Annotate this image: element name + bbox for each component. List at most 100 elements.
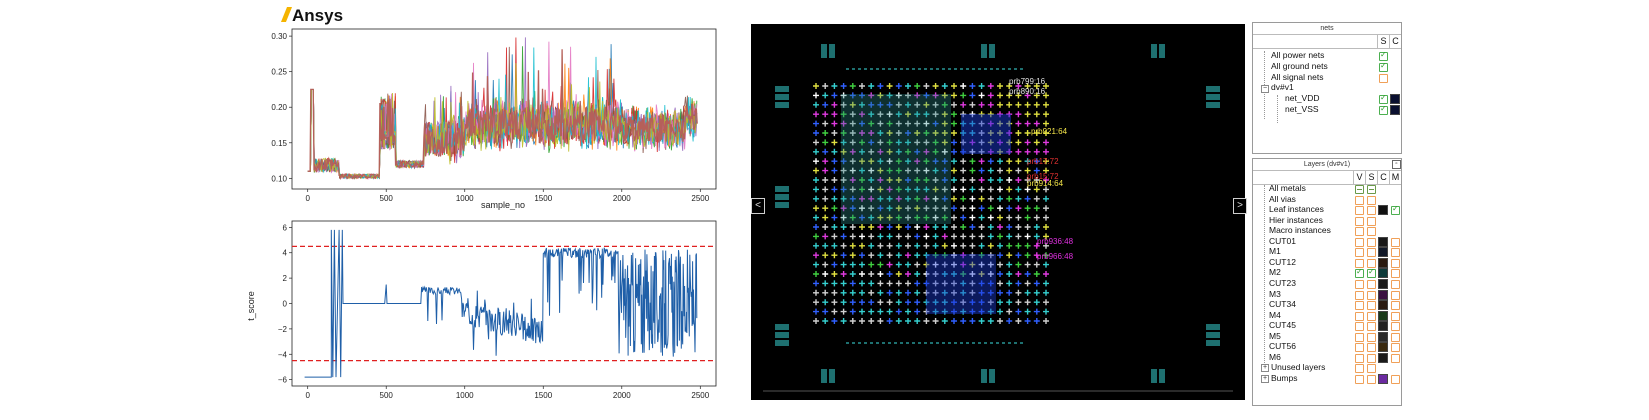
layer-cut34-visible-checkbox[interactable]: [1355, 301, 1364, 311]
layer-m6-color-swatch[interactable]: [1378, 352, 1388, 363]
layer-item-m3[interactable]: M3: [1269, 288, 1281, 299]
layer-item-cut56[interactable]: CUT56: [1269, 341, 1296, 352]
layer-item-m6[interactable]: M6: [1269, 351, 1281, 362]
layer-item-m2[interactable]: M2: [1269, 267, 1281, 278]
layer-item-m1[interactable]: M1: [1269, 246, 1281, 257]
layer-m4-select-checkbox[interactable]: [1367, 311, 1376, 321]
layer-bumps-visible-checkbox[interactable]: [1355, 374, 1364, 384]
layer-leaf-instances-color-swatch[interactable]: [1378, 205, 1388, 216]
layer-m3-visible-checkbox[interactable]: [1355, 290, 1364, 300]
layer-bumps-select-checkbox[interactable]: [1367, 374, 1376, 384]
net-item-dvv1[interactable]: dv#v1: [1271, 82, 1294, 92]
layer-macro-instances-visible-checkbox[interactable]: [1355, 227, 1364, 237]
layer-m2-visible-checkbox[interactable]: [1355, 267, 1364, 279]
layer-cut45-visible-checkbox[interactable]: [1355, 322, 1364, 332]
layer-cut45-color-swatch[interactable]: [1378, 321, 1388, 332]
layer-item-cut23[interactable]: CUT23: [1269, 277, 1296, 288]
layer-item-cut12[interactable]: CUT12: [1269, 256, 1296, 267]
layer-m1-visible-checkbox[interactable]: [1355, 248, 1364, 258]
layer-cut23-mark-checkbox[interactable]: [1391, 279, 1400, 289]
layer-cut01-select-checkbox[interactable]: [1367, 237, 1376, 247]
layer-cut45-select-checkbox[interactable]: [1367, 322, 1376, 332]
layer-cut34-mark-checkbox[interactable]: [1391, 301, 1400, 311]
layer-leaf-instances-visible-checkbox[interactable]: [1355, 206, 1364, 216]
layer-item-all-vias[interactable]: All vias: [1269, 193, 1296, 204]
layer-m6-visible-checkbox[interactable]: [1355, 353, 1364, 363]
nav-left-button[interactable]: <: [751, 198, 765, 214]
net-item-all-power[interactable]: All power nets: [1271, 50, 1325, 60]
layer-item-macro-instances[interactable]: Macro instances: [1269, 225, 1331, 236]
layer-m4-mark-checkbox[interactable]: [1391, 311, 1400, 321]
layer-hier-instances-select-checkbox[interactable]: [1367, 216, 1376, 226]
net-vdd-color-swatch[interactable]: [1390, 94, 1400, 104]
layer-item-hier-instances[interactable]: Hier instances: [1269, 214, 1323, 225]
layer-m6-mark-checkbox[interactable]: [1391, 353, 1400, 363]
net-vdd-show-checkbox[interactable]: [1379, 93, 1388, 104]
layer-all-vias-visible-checkbox[interactable]: [1355, 195, 1364, 205]
layer-item-bumps[interactable]: Bumps: [1271, 372, 1298, 383]
layer-item-all-metals[interactable]: All metals: [1269, 183, 1306, 193]
layer-bumps-mark-checkbox[interactable]: [1391, 374, 1400, 384]
layer-item-m4[interactable]: M4: [1269, 309, 1281, 320]
layer-item-cut34[interactable]: CUT34: [1269, 299, 1296, 310]
net-vss-color-swatch[interactable]: [1390, 105, 1400, 115]
layer-cut01-color-swatch[interactable]: [1378, 236, 1388, 247]
net-item-all-signal[interactable]: All signal nets: [1271, 72, 1324, 82]
layer-m5-select-checkbox[interactable]: [1367, 332, 1376, 342]
net-vss-show-checkbox[interactable]: [1379, 104, 1388, 115]
layer-cut45-mark-checkbox[interactable]: [1391, 322, 1400, 332]
layer-m1-select-checkbox[interactable]: [1367, 248, 1376, 258]
layer-cut12-mark-checkbox[interactable]: [1391, 258, 1400, 268]
layer-unused-layers-expand-toggle[interactable]: +: [1261, 364, 1269, 373]
layer-cut23-visible-checkbox[interactable]: [1355, 279, 1364, 289]
net-all-power-show-checkbox[interactable]: [1379, 50, 1388, 61]
layer-macro-instances-select-checkbox[interactable]: [1367, 227, 1376, 237]
layer-m3-color-swatch[interactable]: [1378, 289, 1388, 300]
layer-bumps-expand-toggle[interactable]: +: [1261, 374, 1269, 383]
layer-cut56-color-swatch[interactable]: [1378, 342, 1388, 353]
dvv1-collapse-toggle[interactable]: −: [1261, 85, 1269, 93]
layer-cut56-mark-checkbox[interactable]: [1391, 343, 1400, 353]
layer-bumps-color-swatch[interactable]: [1378, 373, 1388, 384]
layer-item-cut01[interactable]: CUT01: [1269, 235, 1296, 246]
net-item-all-ground[interactable]: All ground nets: [1271, 61, 1328, 71]
layer-item-cut45[interactable]: CUT45: [1269, 320, 1296, 331]
layer-item-unused-layers[interactable]: Unused layers: [1271, 362, 1326, 373]
layer-m6-select-checkbox[interactable]: [1367, 353, 1376, 363]
layer-m4-visible-checkbox[interactable]: [1355, 311, 1364, 321]
layer-m3-select-checkbox[interactable]: [1367, 290, 1376, 300]
layer-cut56-visible-checkbox[interactable]: [1355, 343, 1364, 353]
layer-hier-instances-visible-checkbox[interactable]: [1355, 216, 1364, 226]
layer-leaf-instances-select-checkbox[interactable]: [1367, 206, 1376, 216]
layer-m1-mark-checkbox[interactable]: [1391, 248, 1400, 258]
layer-m2-mark-checkbox[interactable]: [1391, 269, 1400, 279]
layer-cut34-select-checkbox[interactable]: [1367, 301, 1376, 311]
layer-cut23-select-checkbox[interactable]: [1367, 279, 1376, 289]
layer-cut56-select-checkbox[interactable]: [1367, 343, 1376, 353]
net-all-ground-show-checkbox[interactable]: [1379, 61, 1388, 72]
layer-leaf-instances-mark-checkbox[interactable]: [1391, 204, 1400, 216]
layer-cut12-color-swatch[interactable]: [1378, 257, 1388, 268]
layer-all-metals-select-checkbox[interactable]: [1367, 185, 1376, 194]
layer-m3-mark-checkbox[interactable]: [1391, 290, 1400, 300]
layer-m2-color-swatch[interactable]: [1378, 268, 1388, 279]
chip-layout-view[interactable]: prb921:64 prb17:72 prb15:72 prb914:64 prb936…: [751, 24, 1247, 400]
layer-all-vias-select-checkbox[interactable]: [1367, 195, 1376, 205]
layer-cut01-visible-checkbox[interactable]: [1355, 237, 1364, 247]
layer-m2-select-checkbox[interactable]: [1367, 267, 1376, 279]
layer-all-metals-visible-checkbox[interactable]: [1355, 185, 1364, 194]
layer-item-m5[interactable]: M5: [1269, 330, 1281, 341]
layer-unused-layers-select-checkbox[interactable]: [1367, 364, 1376, 374]
layers-panel-float-icon[interactable]: ▫: [1392, 160, 1401, 169]
layer-cut23-color-swatch[interactable]: [1378, 278, 1388, 289]
layer-unused-layers-visible-checkbox[interactable]: [1355, 364, 1364, 374]
net-item-vss[interactable]: net_VSS: [1285, 104, 1319, 114]
layer-cut01-mark-checkbox[interactable]: [1391, 237, 1400, 247]
layer-m4-color-swatch[interactable]: [1378, 310, 1388, 321]
layer-m1-color-swatch[interactable]: [1378, 247, 1388, 258]
layer-m5-visible-checkbox[interactable]: [1355, 332, 1364, 342]
net-item-vdd[interactable]: net_VDD: [1285, 93, 1320, 103]
layer-m5-mark-checkbox[interactable]: [1391, 332, 1400, 342]
layer-item-leaf-instances[interactable]: Leaf instances: [1269, 204, 1324, 215]
